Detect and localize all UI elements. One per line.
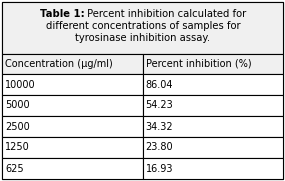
Text: Percent inhibition (%): Percent inhibition (%) (146, 59, 251, 69)
Bar (2, 158, 142, 179)
Text: 2500: 2500 (5, 121, 30, 132)
Bar (142, 158, 283, 179)
Bar (142, 137, 283, 158)
Text: 625: 625 (5, 163, 24, 174)
Text: Concentration (μg/ml): Concentration (μg/ml) (5, 59, 113, 69)
Bar (2, 54, 142, 74)
Bar (2, 74, 142, 95)
Text: 86.04: 86.04 (146, 79, 173, 89)
Text: 23.80: 23.80 (146, 142, 173, 153)
Bar (142, 54, 283, 74)
Text: 54.23: 54.23 (146, 100, 173, 110)
Bar (2, 2, 283, 54)
Text: Percent inhibition calculated for: Percent inhibition calculated for (84, 9, 247, 19)
Bar (142, 74, 283, 95)
Text: 10000: 10000 (5, 79, 36, 89)
Bar (142, 95, 283, 116)
Bar (2, 116, 142, 137)
Text: 34.32: 34.32 (146, 121, 173, 132)
Text: 5000: 5000 (5, 100, 30, 110)
Bar (2, 95, 142, 116)
Text: 16.93: 16.93 (146, 163, 173, 174)
Text: Table 1:: Table 1: (40, 9, 84, 19)
Bar (2, 137, 142, 158)
Text: 1250: 1250 (5, 142, 30, 153)
Text: tyrosinase inhibition assay.: tyrosinase inhibition assay. (76, 33, 211, 43)
Bar (142, 116, 283, 137)
Text: different concentrations of samples for: different concentrations of samples for (46, 21, 240, 31)
